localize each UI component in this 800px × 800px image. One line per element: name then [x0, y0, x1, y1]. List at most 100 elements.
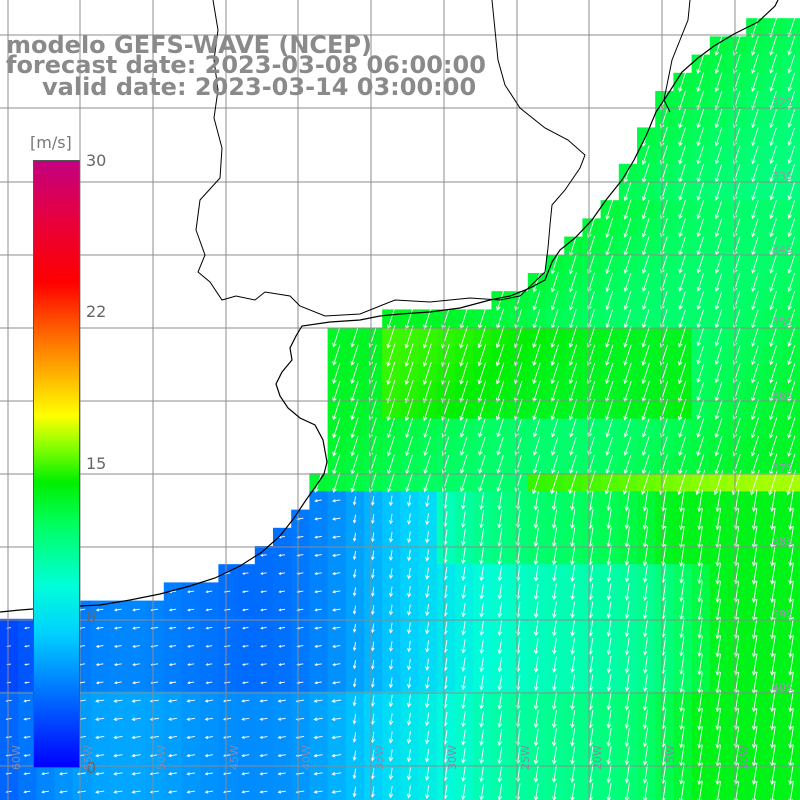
wind-arrow — [406, 604, 412, 616]
wind-arrow — [497, 584, 503, 600]
wind-arrow — [406, 694, 412, 708]
wind-arrow — [424, 766, 430, 781]
wind-arrow — [352, 514, 357, 524]
wind-arrow — [113, 644, 122, 648]
wind-arrow — [350, 344, 359, 366]
wind-arrow — [532, 436, 541, 456]
wind-arrow — [769, 54, 777, 74]
wind-arrow — [205, 590, 213, 594]
wind-arrow — [149, 790, 159, 794]
wind-arrow — [552, 565, 557, 583]
wind-arrow — [23, 735, 31, 739]
wind-arrow — [677, 362, 687, 385]
wind-arrow — [370, 641, 375, 652]
wind-arrow — [131, 771, 141, 776]
wind-arrow — [332, 399, 341, 421]
wind-arrow — [352, 496, 357, 506]
wind-arrow — [788, 635, 794, 658]
wind-arrow — [423, 398, 432, 422]
wind-arrow — [769, 182, 777, 201]
wind-arrow — [769, 363, 778, 384]
wind-arrow — [204, 790, 214, 794]
wind-arrow — [477, 343, 487, 367]
wind-arrow — [423, 436, 432, 457]
wind-arrow — [787, 435, 796, 457]
wind-arrow — [605, 418, 614, 438]
wind-arrow — [314, 608, 322, 612]
wind-arrow — [95, 608, 104, 612]
wind-arrow — [533, 638, 539, 655]
wind-arrow — [533, 764, 539, 783]
wind-arrow — [750, 435, 759, 457]
wind-arrow — [332, 553, 341, 557]
wind-arrow — [332, 571, 341, 576]
wind-arrow — [788, 544, 794, 567]
wind-arrow — [551, 509, 558, 529]
wind-arrow — [696, 273, 705, 292]
wind-arrow — [459, 418, 468, 438]
wind-arrow — [406, 549, 412, 562]
wind-arrow — [715, 726, 722, 749]
wind-arrow — [533, 491, 539, 511]
wind-arrow — [697, 672, 703, 694]
wind-arrow — [386, 343, 396, 368]
wind-arrow — [424, 785, 430, 800]
wind-arrow — [388, 677, 394, 689]
wind-arrow — [770, 617, 776, 640]
wind-arrow — [204, 717, 214, 721]
wind-arrow — [332, 344, 341, 366]
wind-arrow — [714, 345, 723, 365]
wind-arrow — [259, 699, 268, 703]
wind-arrow — [331, 699, 342, 703]
wind-arrow — [95, 772, 105, 776]
wind-arrow — [423, 473, 432, 493]
wind-arrow — [479, 765, 484, 783]
wind-arrow — [388, 586, 394, 598]
wind-arrow — [642, 291, 650, 311]
wind-arrow — [386, 308, 396, 330]
wind-arrow — [606, 656, 612, 674]
wind-arrow — [642, 544, 649, 567]
wind-arrow — [787, 254, 796, 274]
wind-arrow — [479, 546, 485, 565]
wind-arrow — [769, 399, 778, 421]
wind-arrow — [714, 182, 723, 201]
wind-arrow — [242, 644, 249, 648]
wind-arrow — [551, 436, 559, 456]
wind-arrow — [714, 291, 723, 311]
wind-arrow — [751, 291, 759, 311]
wind-arrow — [696, 399, 705, 420]
wind-arrow — [205, 644, 213, 648]
wind-arrow — [131, 790, 141, 794]
wind-arrow — [642, 655, 648, 674]
wind-arrow — [623, 399, 632, 421]
wind-arrow — [787, 399, 796, 421]
wind-arrow — [387, 472, 395, 493]
wind-arrow — [168, 663, 177, 666]
wind-arrow — [532, 362, 541, 385]
wind-arrow — [496, 473, 504, 493]
wind-arrow — [422, 343, 432, 367]
wind-arrow — [406, 567, 412, 580]
wind-arrow — [770, 726, 776, 749]
wind-arrow — [497, 509, 503, 529]
wind-arrow — [533, 746, 539, 765]
wind-arrow — [570, 545, 576, 566]
wind-arrow — [386, 417, 395, 439]
wind-arrow — [497, 692, 503, 710]
wind-arrow — [678, 145, 686, 165]
wind-arrow — [496, 418, 504, 438]
title-valid-date: valid date: 2023-03-14 03:00:00 — [42, 73, 477, 101]
wind-arrow — [205, 626, 213, 630]
wind-arrow — [388, 659, 394, 671]
wind-arrow — [550, 344, 559, 367]
wind-arrow — [352, 732, 357, 743]
wind-arrow — [278, 572, 286, 575]
wind-arrow — [479, 692, 484, 710]
wind-arrow — [388, 694, 394, 708]
colorbar-tick-30: 30 — [86, 151, 107, 170]
wind-arrow — [187, 681, 195, 685]
wind-arrow — [570, 619, 575, 637]
wind-arrow — [751, 507, 758, 531]
